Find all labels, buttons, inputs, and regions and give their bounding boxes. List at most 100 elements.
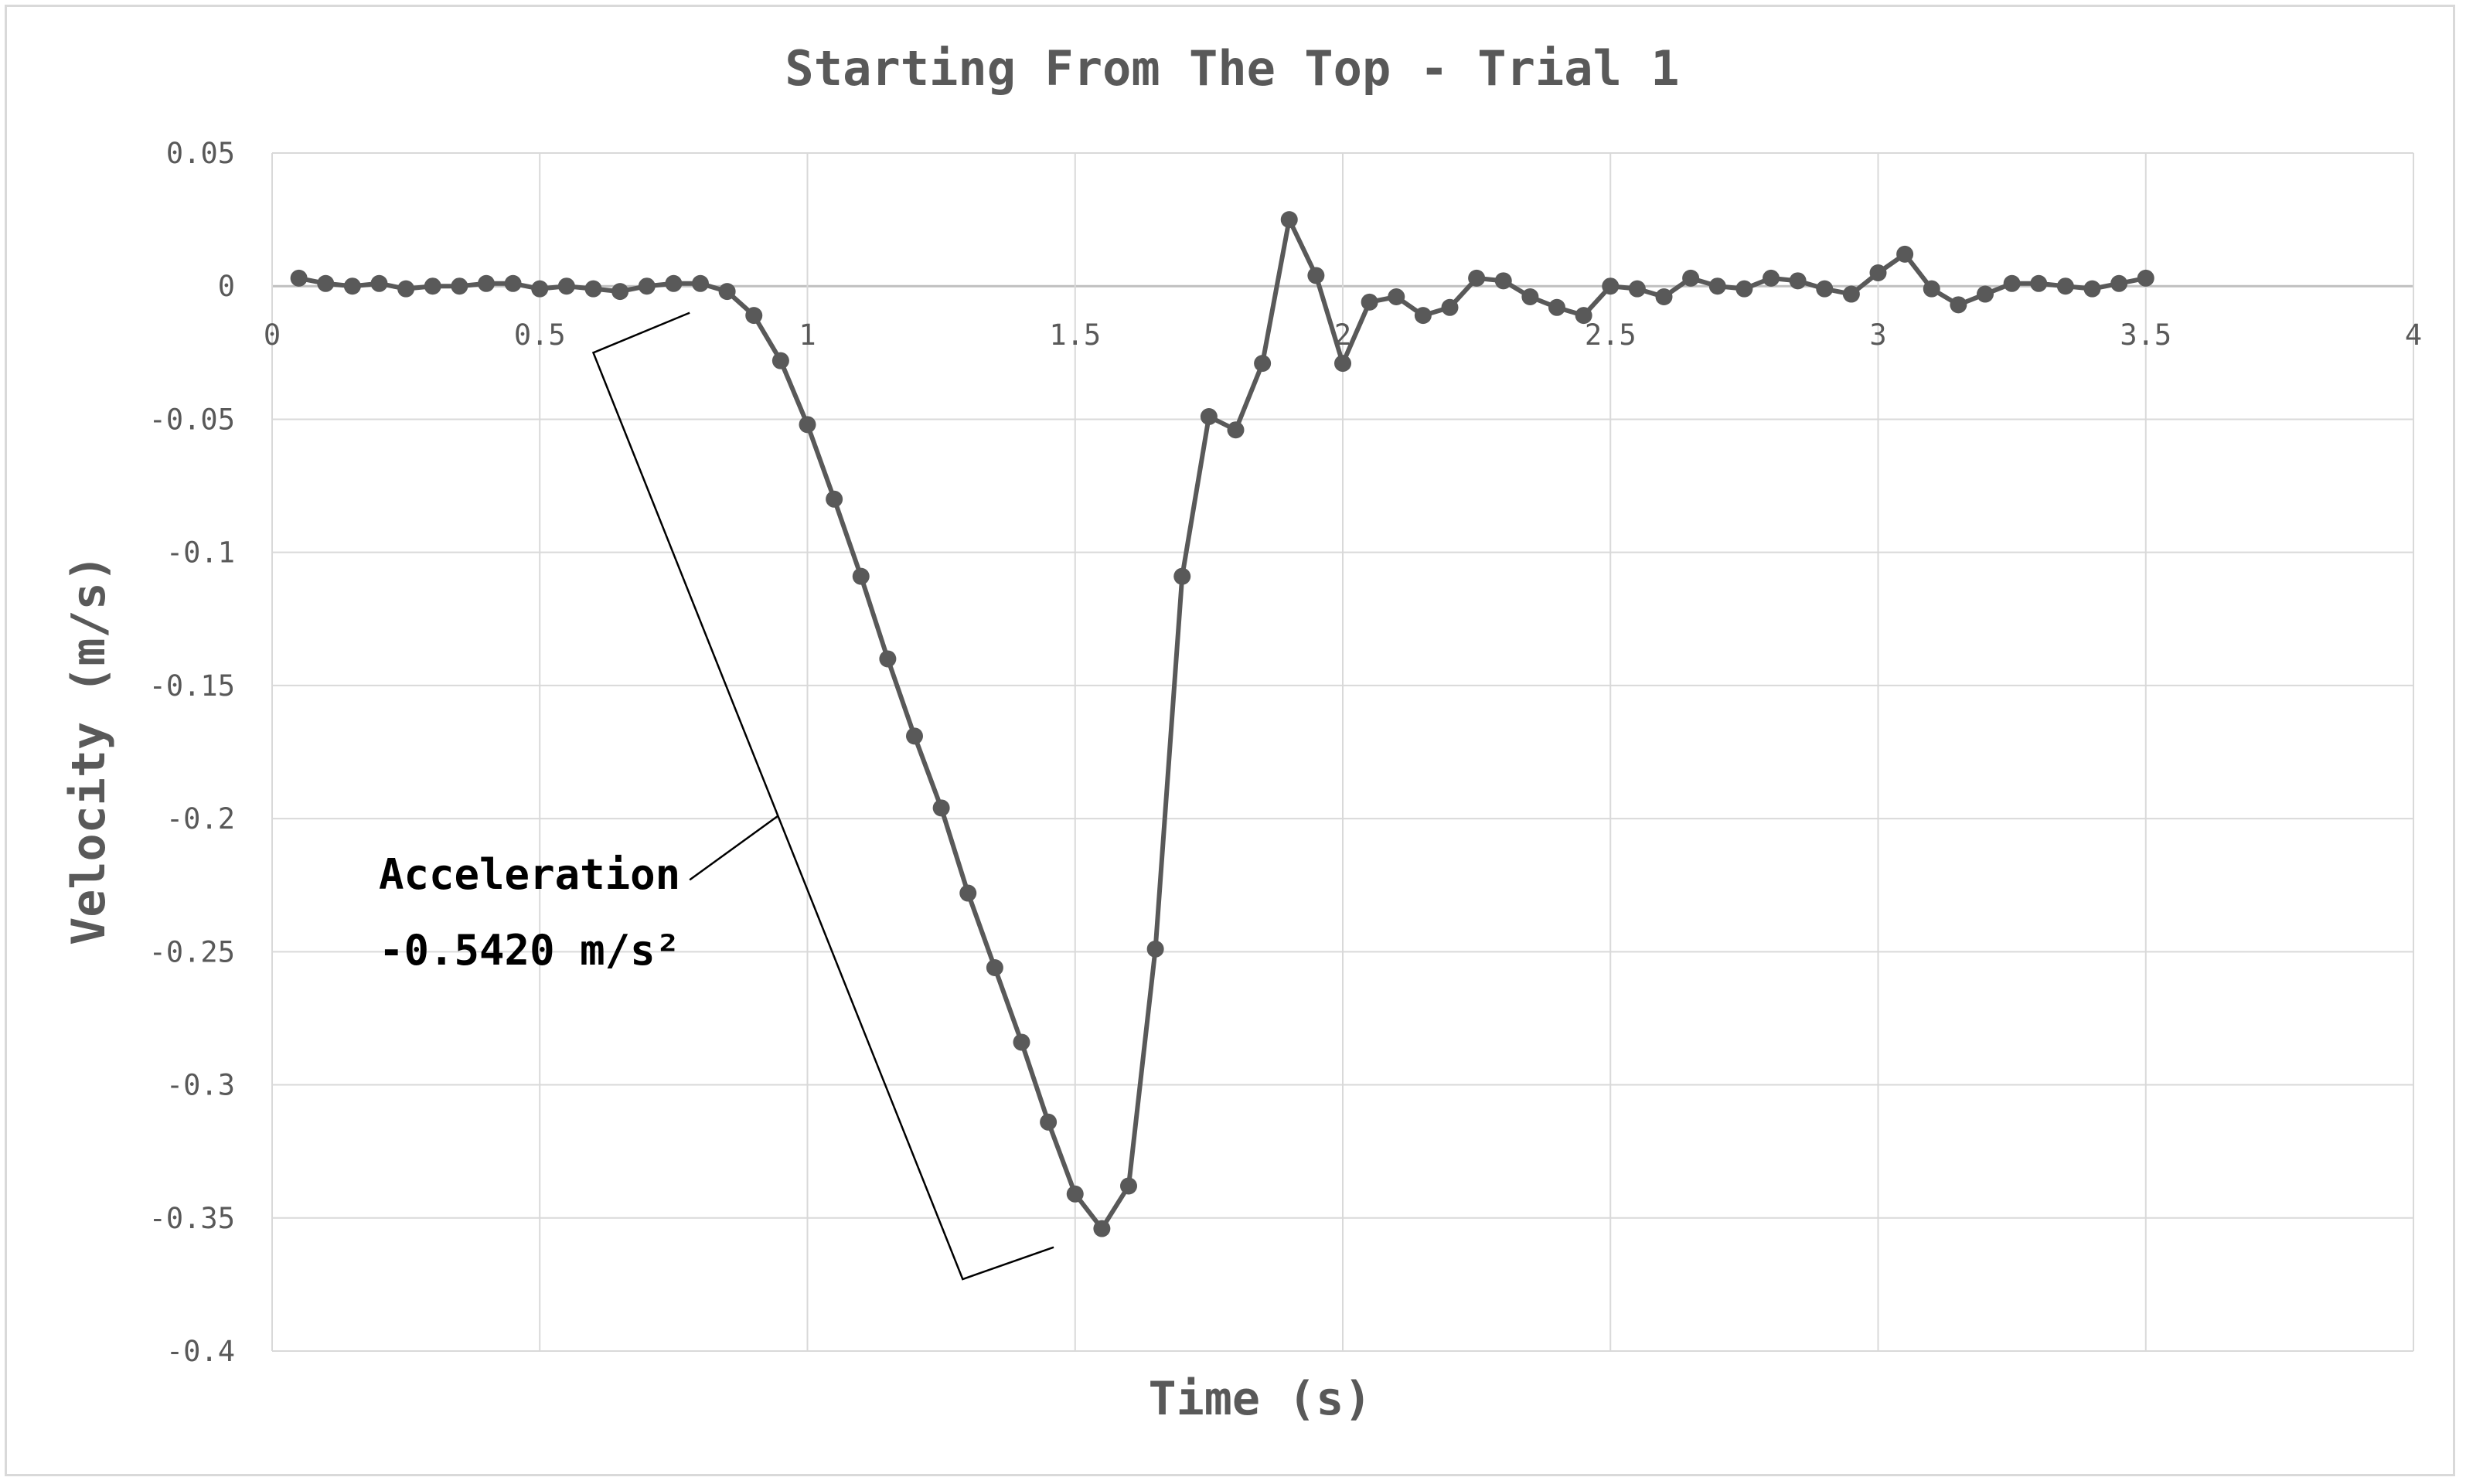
- data-point: [2110, 274, 2128, 292]
- y-axis-title: Velocity (m/s): [62, 554, 116, 945]
- data-point: [1146, 940, 1164, 958]
- data-point: [959, 884, 977, 902]
- gridlines: [271, 152, 2414, 1352]
- x-tick-label: 3: [1869, 318, 1886, 352]
- data-point: [1602, 277, 1620, 295]
- data-point: [1494, 272, 1512, 290]
- chart-title: Starting From The Top - Trial 1: [785, 40, 1679, 97]
- bracket-line: [591, 311, 1054, 1281]
- data-point: [879, 650, 897, 668]
- data-point: [424, 277, 441, 295]
- data-point: [1280, 211, 1298, 229]
- data-point: [1521, 288, 1539, 305]
- y-tick-label: -0.1: [166, 536, 235, 570]
- data-point: [665, 274, 683, 292]
- data-point: [638, 277, 656, 295]
- data-point: [1468, 269, 1486, 287]
- data-point: [397, 280, 415, 298]
- data-point: [1816, 280, 1834, 298]
- y-tick-label: 0.05: [166, 137, 235, 170]
- data-point: [1575, 307, 1592, 325]
- data-point: [1254, 355, 1272, 373]
- data-point: [1789, 272, 1807, 290]
- data-point: [451, 277, 468, 295]
- data-point: [1708, 277, 1726, 295]
- data-point: [986, 959, 1003, 976]
- x-tick-labels: 0 0.5 1 1.5 2 2.5 3 3.5 4: [264, 318, 2422, 352]
- data-point: [852, 567, 870, 585]
- data-point: [531, 280, 549, 298]
- y-tick-label: -0.25: [149, 935, 235, 968]
- data-point: [826, 490, 843, 508]
- annotation-label: Acceleration: [379, 850, 680, 899]
- data-point: [1655, 288, 1673, 305]
- data-point: [1307, 267, 1325, 284]
- data-point: [2030, 274, 2048, 292]
- y-tick-label: -0.05: [149, 403, 235, 436]
- data-point: [1200, 408, 1218, 425]
- y-tick-label: -0.2: [166, 802, 235, 836]
- data-point: [1040, 1113, 1058, 1131]
- data-point: [504, 274, 522, 292]
- data-point: [1066, 1185, 1084, 1203]
- data-point: [1896, 245, 1914, 263]
- data-point: [771, 352, 789, 369]
- data-point: [2056, 277, 2074, 295]
- data-point: [611, 283, 629, 301]
- series-line: [298, 217, 2147, 1231]
- data-point: [1950, 296, 1967, 314]
- y-tick-label: -0.4: [166, 1335, 235, 1368]
- data-point: [745, 307, 763, 325]
- data-point: [370, 274, 388, 292]
- data-point: [1093, 1220, 1111, 1237]
- y-tick-label: 0: [218, 270, 235, 303]
- y-tick-label: -0.15: [149, 669, 235, 703]
- y-tick-label: -0.35: [149, 1202, 235, 1235]
- data-point: [1361, 293, 1378, 311]
- data-point: [1869, 264, 1887, 281]
- data-point: [2137, 269, 2154, 287]
- data-point: [799, 416, 816, 434]
- data-point: [1227, 421, 1245, 439]
- data-point: [317, 274, 335, 292]
- data-point: [1628, 280, 1646, 298]
- data-point: [1441, 298, 1459, 316]
- data-point: [1120, 1177, 1137, 1195]
- data-point: [1923, 280, 1940, 298]
- x-tick-label: 1.5: [1049, 318, 1101, 352]
- x-tick-label: 2.5: [1585, 318, 1637, 352]
- data-point: [692, 274, 709, 292]
- x-tick-label: 4: [2405, 318, 2422, 352]
- acceleration-bracket: [591, 311, 1054, 1281]
- data-point: [718, 283, 736, 301]
- x-tick-label: 1: [799, 318, 816, 352]
- x-tick-label: 0.5: [514, 318, 566, 352]
- y-tick-label: -0.3: [166, 1069, 235, 1102]
- data-point: [1414, 307, 1432, 325]
- data-point: [1842, 285, 1860, 303]
- velocity-series: [290, 211, 2154, 1237]
- data-point: [343, 277, 361, 295]
- chart-frame: [5, 5, 2455, 1476]
- data-point: [1735, 280, 1753, 298]
- x-tick-label: 3.5: [2120, 318, 2171, 352]
- data-point: [2083, 280, 2101, 298]
- x-tick-label: 0: [264, 318, 281, 352]
- data-point: [1763, 269, 1780, 287]
- data-point: [1977, 285, 1994, 303]
- data-point: [1173, 567, 1191, 585]
- y-tick-labels: 0.05 0 -0.05 -0.1 -0.15 -0.2 -0.25 -0.3 -0.35 -0.…: [149, 137, 235, 1368]
- data-point: [290, 269, 308, 287]
- data-point: [1682, 269, 1700, 287]
- annotation-value: -0.5420 m/s²: [379, 926, 680, 975]
- data-point: [1388, 288, 1405, 305]
- data-point: [478, 274, 495, 292]
- data-point: [2003, 274, 2021, 292]
- x-axis-title: Time (s): [1149, 1372, 1372, 1426]
- data-point: [1548, 298, 1565, 316]
- data-point: [557, 277, 575, 295]
- bracket-pointer: [689, 815, 779, 881]
- data-point: [1013, 1033, 1030, 1051]
- data-point: [932, 799, 950, 817]
